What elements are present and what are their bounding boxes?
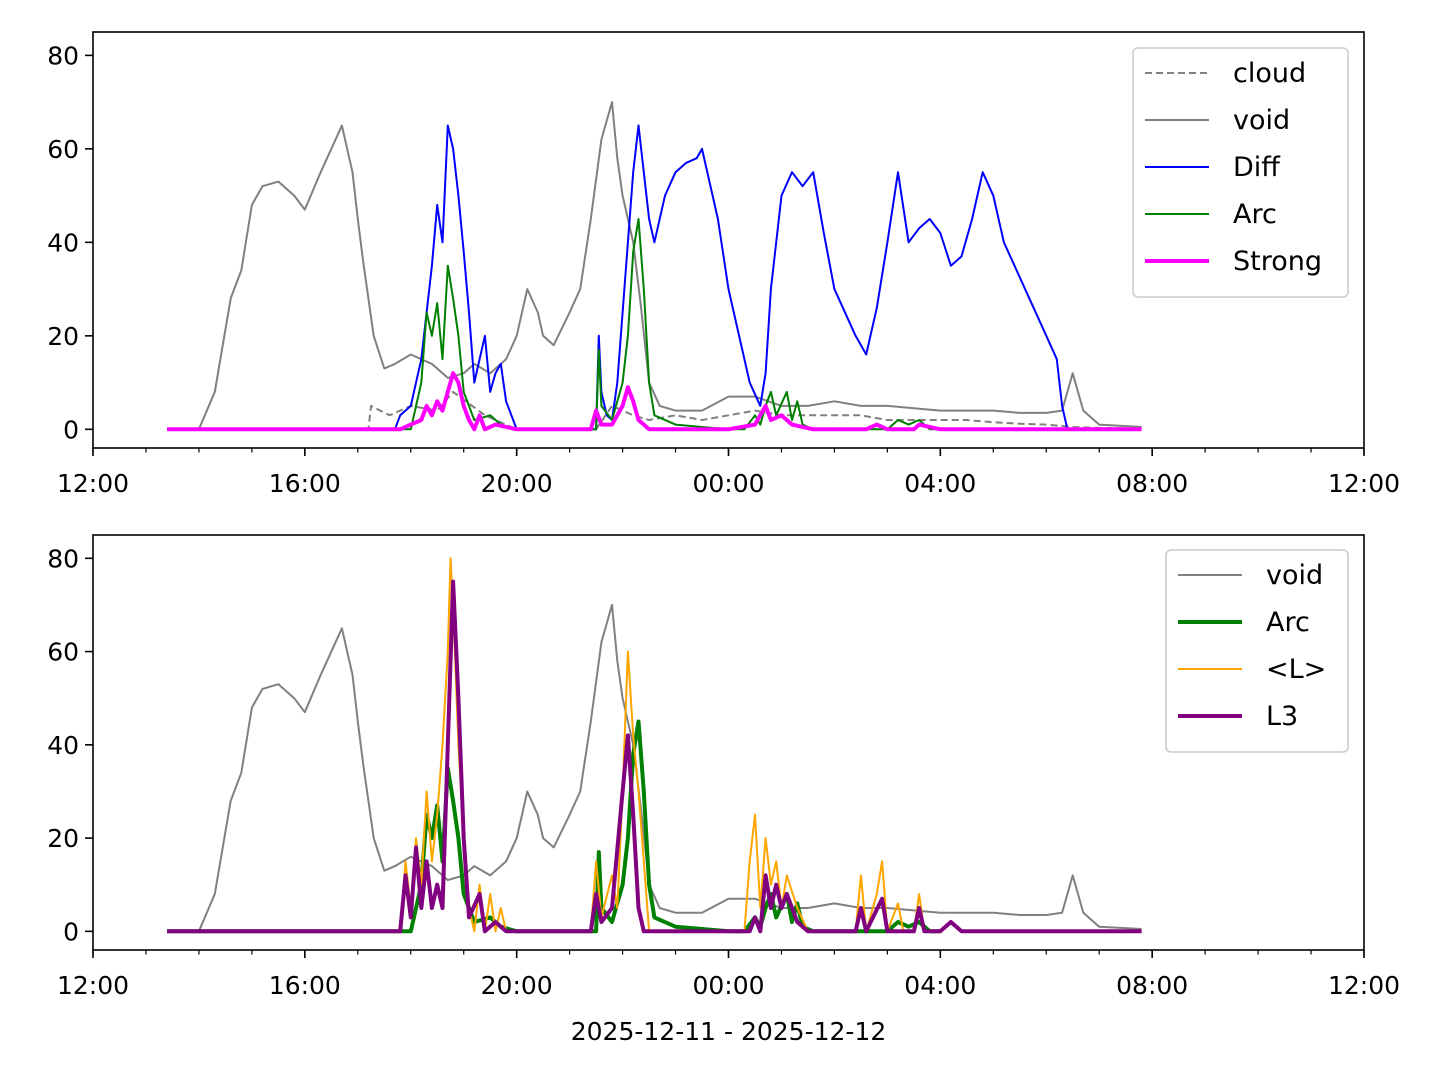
legend-label: Arc	[1266, 607, 1310, 638]
x-tick-label: 16:00	[269, 469, 341, 498]
series-group	[167, 101, 1142, 432]
legend-label: void	[1233, 105, 1290, 136]
x-tick-label: 08:00	[1116, 469, 1188, 498]
x-tick-label: 04:00	[904, 469, 976, 498]
top-panel: 0 20 40 60 80 12:00 16:00 20:00 00:00 04:00 08:00 1…	[47, 31, 1400, 498]
legend-label: Diff	[1233, 152, 1281, 183]
x-tick-label: 04:00	[904, 971, 976, 1000]
y-tick-label: 80	[47, 544, 79, 573]
legend-label: Arc	[1233, 199, 1277, 230]
series-line-diff	[167, 124, 1069, 431]
x-tick-label: 00:00	[692, 469, 764, 498]
x-tick-label: 12:00	[1328, 469, 1400, 498]
y-tick-label: 80	[47, 41, 79, 70]
x-axis-label: 2025-12-11 - 2025-12-12	[571, 1017, 887, 1046]
legend-label: cloud	[1233, 58, 1306, 89]
legend-label: L3	[1266, 701, 1298, 732]
series-line-l3	[167, 579, 1142, 934]
series-line-void	[167, 101, 1142, 431]
x-tick-label: 12:00	[57, 469, 129, 498]
y-tick-label: 40	[47, 228, 79, 257]
legend-box	[1165, 549, 1349, 753]
y-tick-label: 60	[47, 135, 79, 164]
x-tick-label: 12:00	[57, 971, 129, 1000]
y-tick-label: 20	[47, 322, 79, 351]
x-tick-label: 20:00	[481, 469, 553, 498]
legend: void Arc <L> L3	[1165, 549, 1349, 753]
legend-label: Strong	[1233, 246, 1322, 277]
series-line-arc	[167, 218, 941, 431]
bottom-panel: 0 20 40 60 80 12:00 16:00 20:00 00:00 04:00 08:00 1…	[47, 534, 1400, 1046]
series-line-l	[167, 557, 1142, 933]
x-tick-label: 20:00	[481, 971, 553, 1000]
y-tick-label: 0	[63, 415, 79, 444]
x-tick-label: 08:00	[1116, 971, 1188, 1000]
series-line-void	[167, 603, 1142, 933]
x-tick-label: 16:00	[269, 971, 341, 1000]
legend-box	[1132, 47, 1349, 298]
series-group	[167, 557, 1142, 934]
x-tick-label: 12:00	[1328, 971, 1400, 1000]
y-tick-label: 0	[63, 917, 79, 946]
series-line-arc	[167, 719, 941, 934]
y-tick-label: 60	[47, 638, 79, 667]
y-tick-label: 20	[47, 824, 79, 853]
legend: cloud void Diff Arc Strong	[1132, 47, 1349, 298]
series-line-strong	[167, 371, 1142, 432]
y-tick-label: 40	[47, 731, 79, 760]
legend-label: void	[1266, 560, 1323, 591]
legend-label: <L>	[1266, 654, 1326, 685]
x-tick-label: 00:00	[692, 971, 764, 1000]
